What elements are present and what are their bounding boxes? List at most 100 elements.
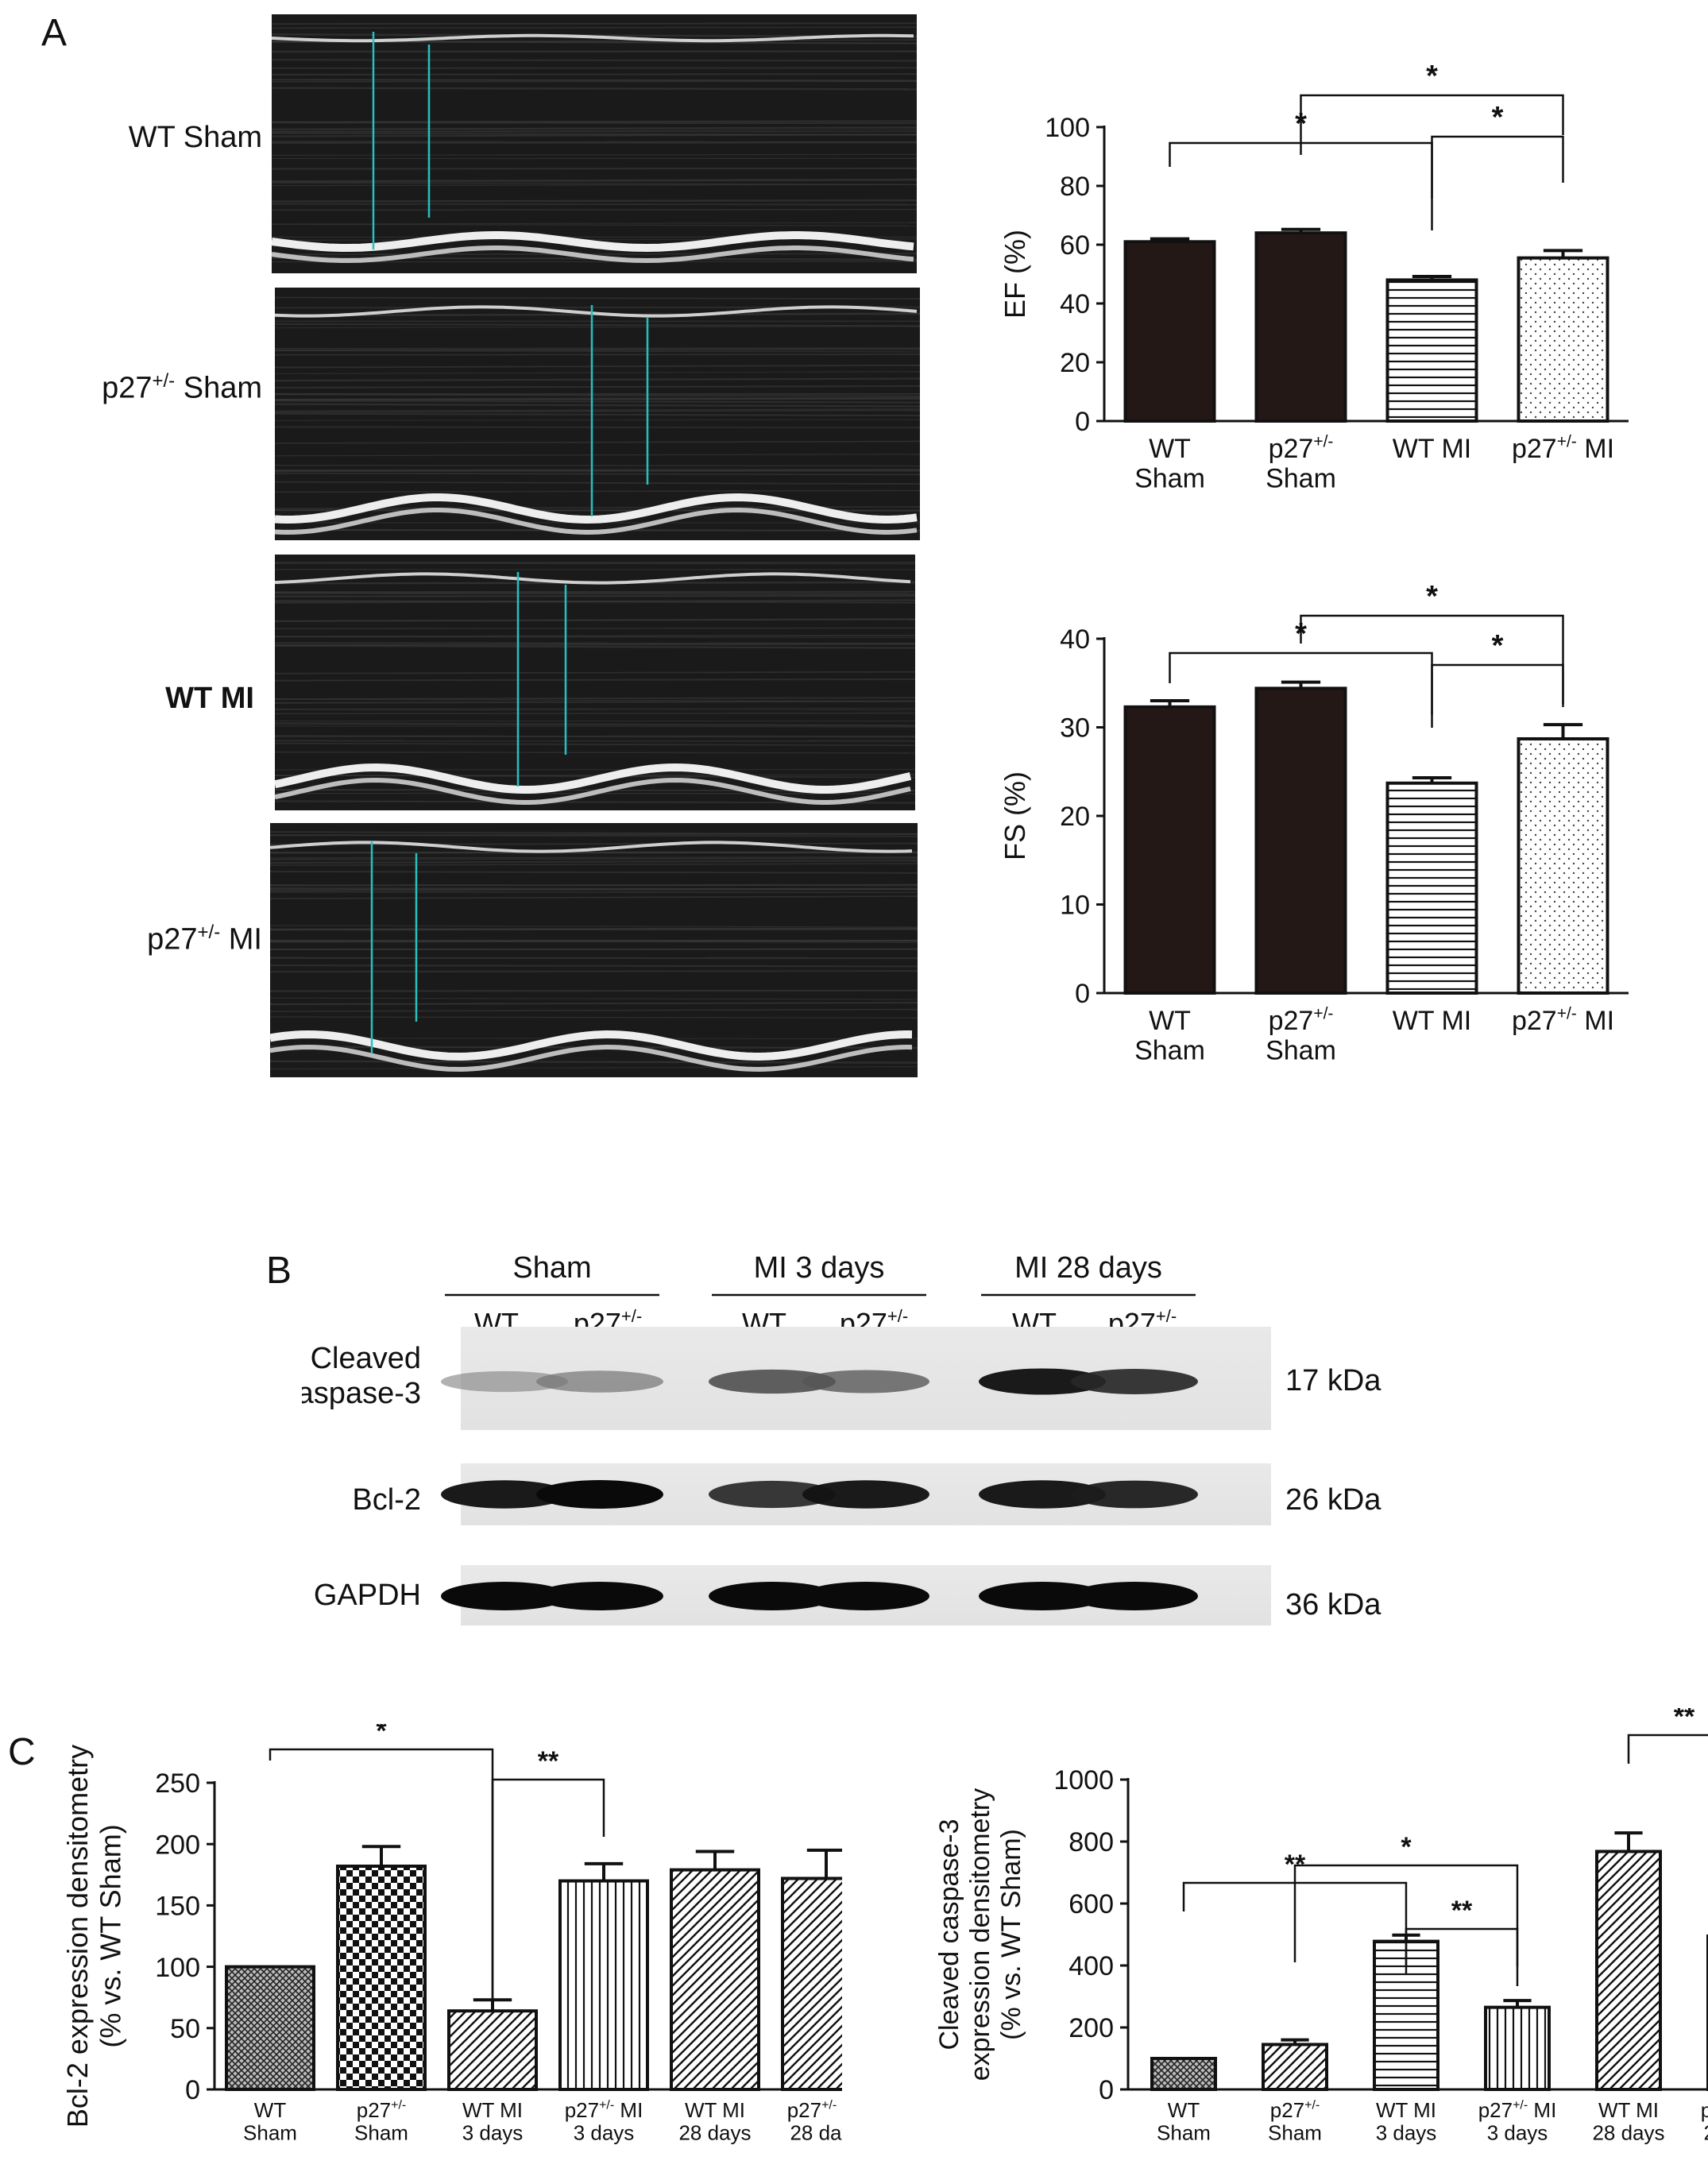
x-tick-label: WT MI: [1393, 1006, 1471, 1036]
y-tick-label: 150: [155, 1892, 200, 1922]
y-tick-label: 40: [1060, 624, 1090, 655]
echo-texture-line: [269, 1008, 918, 1012]
echo-texture-line: [274, 678, 916, 682]
echo-texture-line: [269, 997, 918, 1000]
bar: [1254, 686, 1347, 995]
y-axis-label: Cleaved caspase-3: [934, 1819, 964, 2050]
echo-texture-line: [274, 735, 916, 738]
wb-band: [709, 1480, 836, 1509]
echo-texture-line: [269, 871, 918, 874]
echo-texture-line: [269, 856, 918, 859]
x-tick-label-line2: Sham: [1266, 463, 1336, 493]
x-tick-label-line2: Sham: [1134, 463, 1205, 493]
wb-group-label: MI 28 days: [1014, 1251, 1162, 1285]
wb-row-2: [441, 1463, 1271, 1525]
echo-texture-line: [271, 179, 918, 184]
significance-bracket: [1431, 135, 1564, 199]
x-tick-label: WT MI: [1376, 2098, 1436, 2122]
echo-texture-line: [271, 178, 918, 182]
echo-texture-line: [274, 481, 921, 485]
y-tick-label: 0: [1075, 407, 1090, 437]
echo-texture-line: [271, 26, 918, 29]
echo-wall-top: [274, 305, 918, 318]
caspase3-bar-chart: 0 200 400 600 800 1000 Cleaved caspase-3 expres…: [934, 1708, 1708, 2145]
echo-texture-line: [274, 636, 916, 638]
wb-row-label: Cleaved: [311, 1342, 421, 1375]
echo-label-wt-mi: WT MI: [16, 682, 254, 716]
wb-group-label: Sham: [512, 1251, 591, 1285]
significance-star: **: [538, 1746, 559, 1776]
x-tick-label: WT: [1149, 1006, 1191, 1036]
x-tick-label-line2: Sham: [354, 2121, 408, 2145]
wb-band: [1071, 1369, 1198, 1394]
echo-wall-bottom-2: [271, 245, 914, 264]
x-tick-label-line2: Sham: [1268, 2121, 1322, 2145]
echo-texture-line: [274, 643, 916, 647]
wb-band: [536, 1370, 663, 1393]
y-tick-label: 30: [1060, 713, 1090, 744]
echo-texture-line: [274, 599, 916, 604]
echo-texture-line: [269, 925, 918, 928]
echo-texture-line: [269, 842, 918, 845]
y-tick-label: 0: [185, 2075, 200, 2105]
echo-texture-line: [271, 182, 918, 185]
wb-band: [441, 1582, 568, 1610]
y-tick-label: 0: [1099, 2075, 1114, 2105]
significance-star: *: [376, 1724, 387, 1746]
echo-texture-line: [271, 122, 918, 125]
wb-band: [1071, 1582, 1198, 1610]
echo-texture-line: [274, 590, 916, 593]
echo-label-sup: +/-: [197, 922, 221, 943]
y-axis-label: FS (%): [999, 771, 1031, 860]
y-tick-label: 1000: [1053, 1765, 1114, 1795]
echo-texture-line: [271, 133, 918, 137]
echo-label-wt-sham: WT Sham: [24, 121, 262, 155]
echo-texture-line: [274, 350, 921, 353]
echo-label-text: p27: [102, 371, 153, 405]
x-tick-label: WT: [254, 2098, 287, 2122]
y-tick-label: 100: [155, 1953, 200, 1983]
wb-band: [1071, 1480, 1198, 1509]
x-tick-label-line2: 3 days: [1376, 2121, 1437, 2145]
x-tick-label: p27+/- MI: [1701, 2098, 1708, 2122]
bar: [1595, 1850, 1662, 2091]
echo-texture-line: [274, 472, 921, 476]
echo-wall-bottom-2: [274, 507, 918, 535]
y-tick-label: 10: [1060, 891, 1090, 921]
x-tick-label: WT MI: [685, 2098, 745, 2122]
echo-background: [272, 14, 917, 273]
bar: [225, 1965, 315, 2091]
significance-star: *: [1401, 1832, 1412, 1862]
echo-image-3: [274, 555, 916, 810]
y-tick-label: 250: [155, 1768, 200, 1799]
y-axis-label: EF (%): [999, 230, 1031, 319]
echo-wall-bottom: [271, 231, 914, 253]
echo-texture-line: [269, 1016, 918, 1018]
echo-texture-line: [274, 396, 921, 401]
echo-texture-line: [274, 377, 921, 382]
echo-label-text: WT Sham: [128, 121, 262, 154]
bar: [1484, 2005, 1551, 2091]
echo-texture-line: [274, 354, 921, 356]
echo-texture-line: [274, 347, 921, 350]
echo-texture-line: [274, 371, 921, 375]
bar: [1123, 705, 1216, 995]
echo-texture-line: [274, 698, 916, 702]
wb-band: [802, 1480, 929, 1509]
y-tick-label: 100: [1045, 113, 1090, 143]
significance-star: *: [1492, 101, 1504, 134]
y-tick-label: 80: [1060, 172, 1090, 202]
echo-texture-line: [271, 253, 918, 256]
y-tick-label: 600: [1068, 1889, 1114, 1919]
significance-bracket: [1300, 614, 1564, 707]
echo-texture-line: [271, 79, 918, 82]
significance-star: **: [1674, 1708, 1695, 1732]
echo-texture-line: [274, 644, 916, 649]
y-tick-label: 40: [1060, 289, 1090, 319]
y-axis-label: (% vs. WT Sham): [94, 1824, 126, 2047]
significance-bracket: [1300, 94, 1564, 155]
echo-texture-line: [274, 725, 916, 728]
significance-bracket: [1405, 1927, 1519, 1966]
wb-row-label: GAPDH: [314, 1579, 421, 1612]
echo-texture-line: [269, 970, 918, 973]
